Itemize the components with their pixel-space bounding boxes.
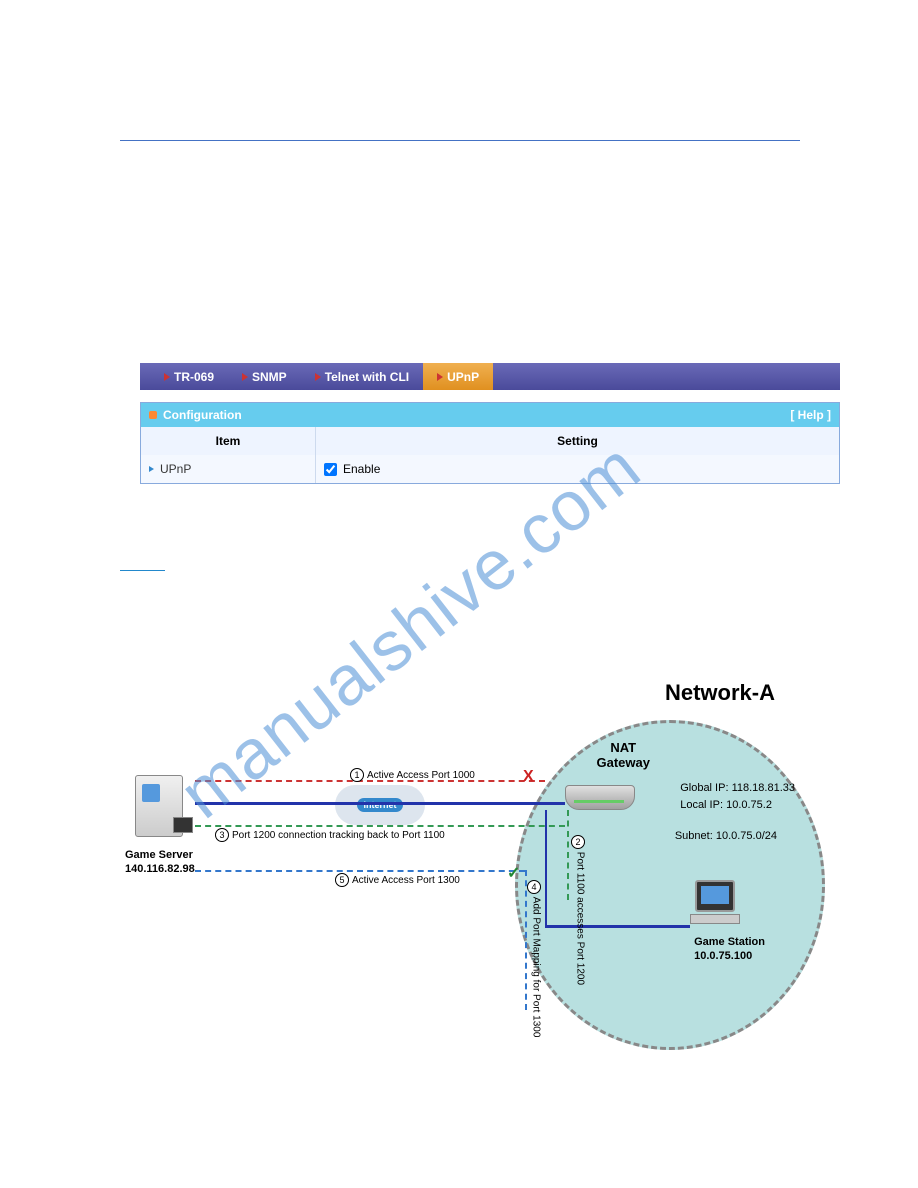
connection-line-5 bbox=[195, 870, 525, 872]
ip-info: Global IP: 118.18.81.33 Local IP: 10.0.7… bbox=[680, 780, 795, 813]
game-station-label: Game Station 10.0.75.100 bbox=[694, 935, 765, 964]
network-oval bbox=[515, 720, 825, 1050]
panel-header: Configuration [ Help ] bbox=[141, 403, 839, 427]
bullet-icon bbox=[149, 411, 157, 419]
step-2-label: 2 Port 1100 accesses Port 1200 bbox=[571, 835, 588, 985]
table-header-row: Item Setting bbox=[141, 427, 839, 455]
tab-label: UPnP bbox=[447, 370, 479, 384]
connection-line-3 bbox=[195, 825, 565, 827]
row-item-label: UPnP bbox=[141, 455, 316, 483]
step-5-label: 5Active Access Port 1300 bbox=[335, 873, 460, 887]
tab-snmp[interactable]: SNMP bbox=[228, 363, 301, 390]
table-row: UPnP Enable bbox=[141, 455, 839, 483]
step-4-label: 4 Add Port Mapping for Port 1300 bbox=[527, 880, 544, 1037]
game-server-icon bbox=[135, 775, 183, 837]
subnet-info: Subnet: 10.0.75.0/24 bbox=[675, 830, 777, 842]
connection-line-main bbox=[195, 802, 565, 805]
router-icon bbox=[565, 785, 635, 810]
underline bbox=[120, 570, 165, 571]
step-1-label: 1Active Access Port 1000 bbox=[350, 768, 475, 782]
tab-label: SNMP bbox=[252, 370, 287, 384]
game-station-icon bbox=[695, 880, 740, 924]
divider-line bbox=[120, 140, 800, 141]
check-mark-icon: ✓ bbox=[507, 863, 520, 883]
hconn-station bbox=[545, 925, 690, 928]
help-link[interactable]: [ Help ] bbox=[790, 408, 831, 422]
network-title: Network-A bbox=[665, 680, 775, 706]
tab-tr069[interactable]: TR-069 bbox=[150, 363, 228, 390]
row-setting: Enable bbox=[316, 455, 839, 483]
tab-arrow-icon bbox=[242, 373, 248, 381]
checkbox-label: Enable bbox=[343, 462, 380, 476]
panel-title: Configuration bbox=[149, 408, 242, 422]
tab-arrow-icon bbox=[437, 373, 443, 381]
internet-label: Internet bbox=[357, 798, 402, 812]
enable-checkbox[interactable] bbox=[324, 463, 337, 476]
vconn-2 bbox=[567, 810, 569, 900]
tab-label: Telnet with CLI bbox=[325, 370, 409, 384]
configuration-panel: Configuration [ Help ] Item Setting UPnP… bbox=[140, 402, 840, 484]
tab-telnet[interactable]: Telnet with CLI bbox=[301, 363, 423, 390]
game-server-label: Game Server 140.116.82.98 bbox=[125, 848, 195, 877]
tab-label: TR-069 bbox=[174, 370, 214, 384]
col-header-item: Item bbox=[141, 427, 316, 455]
vconn-main bbox=[545, 810, 547, 925]
nat-gateway-label: NATGateway bbox=[597, 740, 650, 770]
internet-cloud-icon: Internet bbox=[335, 785, 425, 825]
tab-bar: TR-069 SNMP Telnet with CLI UPnP bbox=[140, 363, 840, 390]
tab-upnp[interactable]: UPnP bbox=[423, 363, 493, 390]
tab-arrow-icon bbox=[315, 373, 321, 381]
step-3-label: 3Port 1200 connection tracking back to P… bbox=[215, 828, 445, 842]
network-diagram: Network-A NATGateway Global IP: 118.18.8… bbox=[125, 680, 835, 1060]
tab-arrow-icon bbox=[164, 373, 170, 381]
col-header-setting: Setting bbox=[316, 427, 839, 455]
x-mark-icon: X bbox=[523, 768, 534, 786]
